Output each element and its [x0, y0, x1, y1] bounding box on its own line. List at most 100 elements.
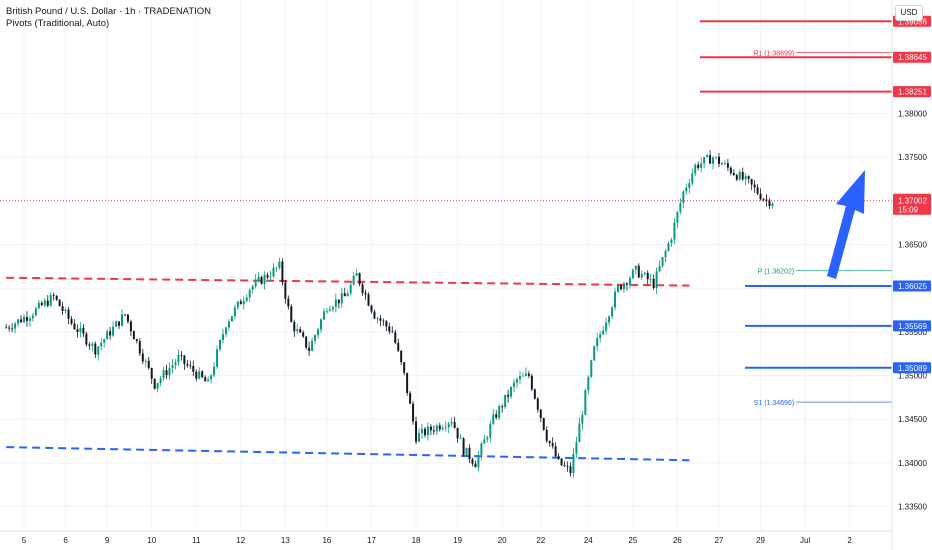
candle-body — [605, 322, 608, 331]
pivot-label: P (1.36202) — [758, 269, 794, 276]
candle-body — [76, 329, 79, 333]
candle-body — [468, 447, 471, 460]
candle-body — [712, 157, 715, 164]
pivot-label: S1 (1.34696) — [754, 400, 794, 407]
indicator-legend[interactable]: Pivots (Traditional, Auto) — [6, 18, 110, 29]
candle-body — [52, 295, 55, 296]
candle-body — [82, 328, 85, 334]
currency-button[interactable]: USD — [895, 5, 923, 21]
candle-body — [11, 328, 14, 330]
candlestick-series — [5, 150, 774, 478]
candle-body — [614, 291, 617, 308]
candle-body — [507, 394, 510, 397]
candle-body — [31, 315, 34, 319]
time-axis[interactable]: 5 6 9 10 11 12 13 16 17 18 19 20 22 24 25 26 27 29 Jul 2 — [22, 536, 853, 545]
candle-body — [498, 406, 501, 418]
candle-body — [759, 193, 762, 200]
candle-body — [477, 454, 480, 468]
candle-body — [171, 365, 174, 368]
candle-body — [180, 355, 183, 356]
candle-body — [453, 421, 456, 428]
time-tick-label: 26 — [673, 536, 682, 545]
candle-body — [685, 187, 688, 192]
candle-body — [138, 341, 141, 354]
candle-body — [46, 300, 49, 306]
candle-body — [361, 284, 364, 293]
candle-body — [587, 376, 590, 391]
candle-body — [581, 414, 584, 424]
candle-body — [263, 274, 266, 284]
candle-body — [55, 295, 58, 300]
symbol-title[interactable]: British Pound / U.S. Dollar · 1h · TRADE… — [6, 6, 212, 17]
candle-body — [290, 306, 293, 322]
candle-body — [91, 343, 94, 346]
candle-body — [219, 340, 222, 350]
candle-body — [320, 319, 322, 330]
candle-body — [539, 409, 542, 418]
candle-body — [560, 458, 563, 466]
candle-body — [144, 360, 147, 362]
candle-body — [462, 438, 465, 455]
resistance-price-label: 1.38251 — [898, 88, 927, 97]
candle-body — [388, 326, 391, 332]
candle-body — [753, 184, 756, 188]
time-tick-label: 22 — [536, 536, 545, 545]
candle-body — [266, 274, 269, 278]
candle-body — [590, 360, 593, 377]
candle-body — [447, 423, 450, 428]
candle-body — [444, 427, 447, 429]
time-tick-label: 18 — [412, 536, 421, 545]
candle-body — [322, 311, 325, 320]
candle-body — [278, 261, 281, 268]
candle-body — [367, 294, 370, 306]
candle-body — [403, 362, 406, 373]
time-tick-label: 17 — [367, 536, 376, 545]
candle-body — [703, 157, 706, 164]
candle-body — [257, 276, 260, 280]
candle-body — [545, 429, 548, 441]
candle-body — [159, 378, 162, 384]
candle-body — [168, 367, 171, 376]
candle-body — [548, 440, 551, 444]
up-arrow-annotation[interactable] — [827, 170, 865, 279]
candle-body — [186, 363, 189, 366]
candle-body — [670, 239, 673, 244]
candle-body — [192, 365, 195, 372]
candle-body — [115, 321, 118, 327]
candle-body — [311, 340, 314, 351]
price-axis[interactable]: 1.380001.375001.365001.360001.355001.350… — [898, 110, 927, 512]
candle-body — [673, 222, 676, 240]
candle-body — [732, 173, 735, 176]
candle-body — [438, 425, 441, 430]
candle-body — [655, 271, 658, 289]
time-tick-label: 13 — [281, 536, 290, 545]
candle-body — [5, 327, 8, 329]
candle-body — [617, 285, 619, 292]
candle-body — [661, 257, 664, 266]
candle-body — [254, 279, 257, 287]
candle-body — [94, 343, 97, 355]
candle-body — [575, 442, 578, 454]
candle-body — [646, 272, 649, 280]
candle-body — [64, 309, 67, 311]
candle-body — [429, 426, 432, 431]
candle-body — [492, 414, 495, 424]
candle-body — [715, 156, 718, 158]
price-label-box — [893, 51, 931, 63]
candle-body — [700, 163, 703, 168]
candle-body — [28, 318, 31, 321]
candle-body — [450, 421, 453, 424]
price-tick-label: 1.35500 — [898, 328, 927, 337]
candle-body — [415, 421, 418, 442]
candle-body — [210, 375, 213, 380]
candle-body — [239, 301, 242, 305]
candle-body — [358, 273, 361, 285]
candle-body — [765, 199, 768, 201]
candle-body — [628, 278, 631, 285]
candle-body — [269, 276, 272, 278]
candle-body — [85, 333, 88, 345]
candle-body — [216, 349, 219, 367]
candle-body — [37, 302, 40, 309]
candle-body — [20, 319, 23, 323]
